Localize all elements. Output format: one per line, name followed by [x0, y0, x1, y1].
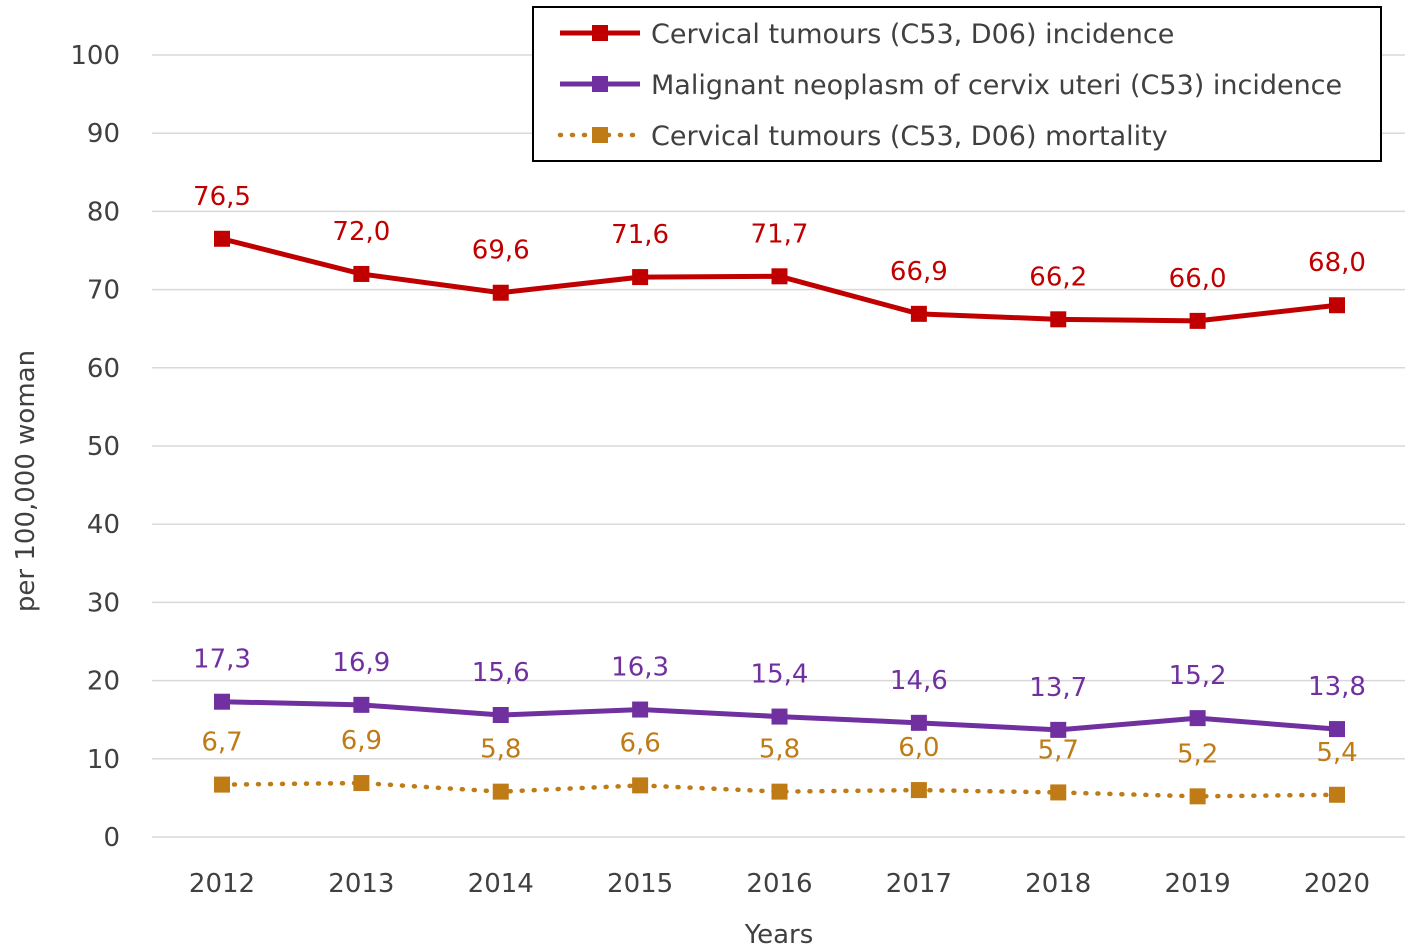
x-tick-label: 2013: [328, 869, 394, 899]
data-point: [910, 305, 927, 322]
data-label: 13,7: [1029, 673, 1087, 703]
data-point: [910, 714, 927, 731]
x-tick-label: 2019: [1165, 869, 1231, 899]
y-tick-label: 60: [87, 354, 120, 384]
data-point: [771, 783, 788, 800]
data-point: [1189, 710, 1206, 727]
data-point: [1189, 312, 1206, 329]
legend-entry-2: Cervical tumours (C53, D06) mortality: [557, 121, 1168, 152]
data-point: [214, 230, 230, 247]
legend-entry-1: Malignant neoplasm of cervix uteri (C53)…: [560, 70, 1342, 101]
data-label: 5,8: [480, 735, 521, 765]
data-point: [1329, 297, 1345, 314]
y-tick-label: 20: [87, 667, 120, 697]
data-label: 16,3: [611, 653, 669, 683]
data-labels: 76,5 72,0 69,6 71,6 71,7 66,9 66,2 66,0 68,0 17,3…: [193, 182, 1366, 770]
y-axis-ticks: 0 10 20 30 40 50 60 70 80 90 100: [70, 41, 120, 853]
data-point: [1329, 721, 1345, 738]
y-tick-label: 10: [87, 745, 120, 775]
data-label: 68,0: [1308, 248, 1366, 278]
y-tick-label: 90: [87, 119, 120, 149]
data-point: [771, 708, 788, 725]
legend-marker: [592, 25, 608, 41]
data-point: [910, 782, 927, 799]
data-label: 15,6: [472, 658, 530, 688]
data-label: 66,9: [890, 257, 948, 287]
data-label: 66,2: [1029, 262, 1087, 292]
y-tick-label: 40: [87, 510, 120, 540]
y-tick-label: 80: [87, 197, 120, 227]
legend-marker: [592, 127, 608, 143]
y-tick-label: 70: [87, 276, 120, 306]
data-point: [214, 776, 230, 793]
x-tick-label: 2018: [1025, 869, 1091, 899]
data-label: 5,2: [1177, 739, 1218, 769]
legend-marker: [592, 76, 608, 92]
y-tick-label: 100: [70, 41, 120, 71]
data-label: 69,6: [472, 236, 530, 266]
data-label: 17,3: [193, 645, 251, 675]
legend-label: Cervical tumours (C53, D06) mortality: [651, 121, 1168, 152]
data-label: 5,4: [1316, 738, 1357, 768]
data-point: [353, 265, 370, 282]
y-tick-label: 0: [103, 823, 120, 853]
y-tick-label: 30: [87, 588, 120, 618]
y-tick-label: 50: [87, 432, 120, 462]
data-point: [1329, 786, 1345, 803]
data-label: 71,7: [751, 219, 809, 249]
series-group: [214, 230, 1345, 805]
legend-box: [532, 6, 1382, 162]
data-point: [1050, 311, 1067, 328]
x-tick-label: 2015: [607, 869, 673, 899]
series-2: [214, 775, 1345, 805]
data-label: 6,9: [341, 726, 382, 756]
x-tick-label: 2014: [468, 869, 534, 899]
data-point: [492, 284, 509, 301]
data-label: 6,0: [898, 733, 939, 763]
x-tick-label: 2016: [746, 869, 812, 899]
data-label: 66,0: [1169, 264, 1227, 294]
legend-entry-0: Cervical tumours (C53, D06) incidence: [560, 19, 1174, 50]
data-label: 72,0: [332, 217, 390, 247]
x-tick-label: 2017: [886, 869, 952, 899]
y-axis-title: per 100,000 woman: [11, 350, 41, 612]
data-label: 5,7: [1038, 735, 1079, 765]
x-tick-label: 2012: [189, 869, 255, 899]
x-axis-title: Years: [744, 920, 814, 950]
data-point: [771, 268, 788, 285]
data-label: 13,8: [1308, 672, 1366, 702]
data-point: [632, 701, 649, 718]
legend: Cervical tumours (C53, D06) incidence Mal…: [532, 6, 1382, 162]
data-point: [353, 696, 370, 713]
data-label: 14,6: [890, 666, 948, 696]
data-label: 6,7: [201, 728, 242, 758]
data-label: 16,9: [332, 648, 390, 678]
data-label: 5,8: [759, 735, 800, 765]
data-point: [632, 269, 649, 286]
data-point: [1050, 721, 1067, 738]
data-point: [492, 707, 509, 724]
x-axis-ticks: 2012 2013 2014 2015 2016 2017 2018 2019 2020: [189, 869, 1370, 899]
legend-label: Malignant neoplasm of cervix uteri (C53)…: [651, 70, 1342, 101]
series-1: [214, 693, 1345, 738]
legend-label: Cervical tumours (C53, D06) incidence: [651, 19, 1174, 50]
data-point: [214, 693, 230, 710]
data-point: [353, 775, 370, 792]
data-label: 76,5: [193, 182, 251, 212]
data-label: 15,2: [1169, 661, 1227, 691]
data-point: [1050, 784, 1067, 801]
data-point: [1189, 788, 1206, 805]
data-label: 71,6: [611, 220, 669, 250]
data-point: [492, 783, 509, 800]
legend-entries: Cervical tumours (C53, D06) incidence Mal…: [557, 19, 1342, 152]
series-0: [214, 230, 1345, 329]
x-tick-label: 2020: [1304, 869, 1370, 899]
data-label: 6,6: [619, 728, 660, 758]
data-point: [632, 777, 649, 794]
data-label: 15,4: [751, 660, 809, 690]
